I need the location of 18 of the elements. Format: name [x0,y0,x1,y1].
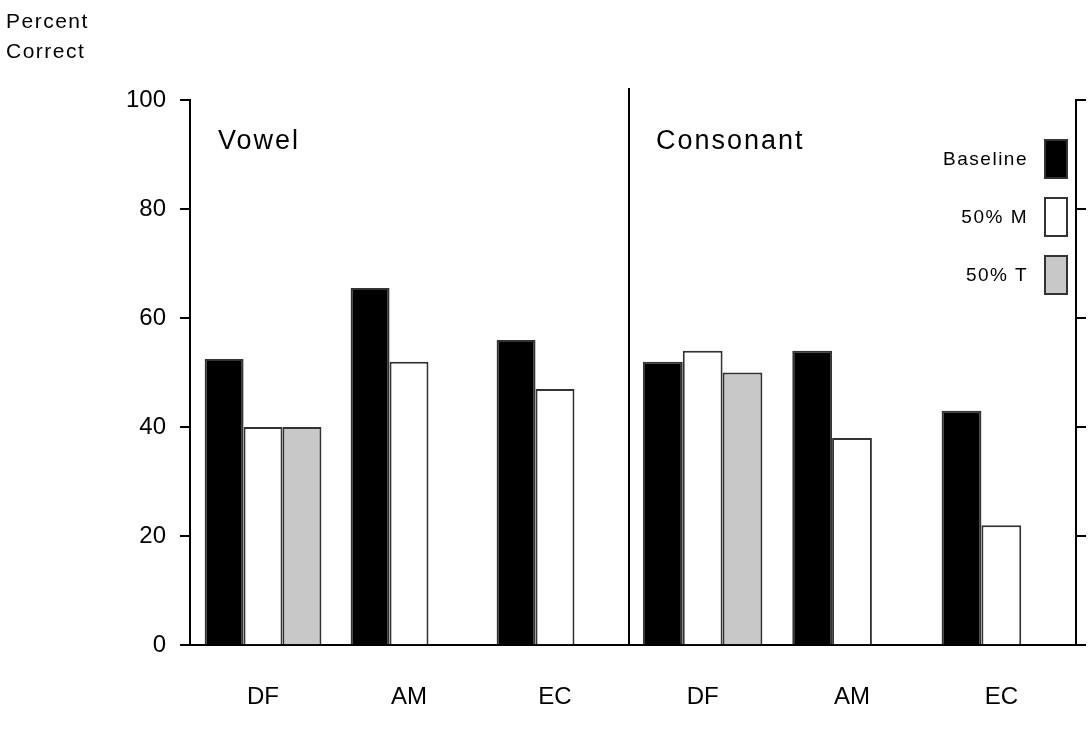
x-tick-label: EC [538,682,572,710]
y-tick-label: 80 [139,193,167,221]
x-tick-label: AM [834,682,870,710]
legend-label: 50% M [961,206,1028,228]
x-tick-label: EC [984,682,1019,710]
y-tick-label: 0 [152,629,167,657]
legend-label: 50% T [965,264,1028,286]
y-axis-title: Percent Correct [6,8,90,64]
y-tick-label: 40 [139,411,167,439]
x-tick-label: DF [686,682,719,710]
x-tick-label: DF [247,682,280,710]
y-tick-label: 60 [139,302,167,330]
text: Vowel [218,125,301,156]
legend-label: Baseline [943,148,1028,170]
y-tick-label: 100 [126,84,167,112]
text: Consonant [656,125,805,156]
y-tick-label: 20 [139,520,167,548]
x-tick-label: AM [391,682,428,710]
